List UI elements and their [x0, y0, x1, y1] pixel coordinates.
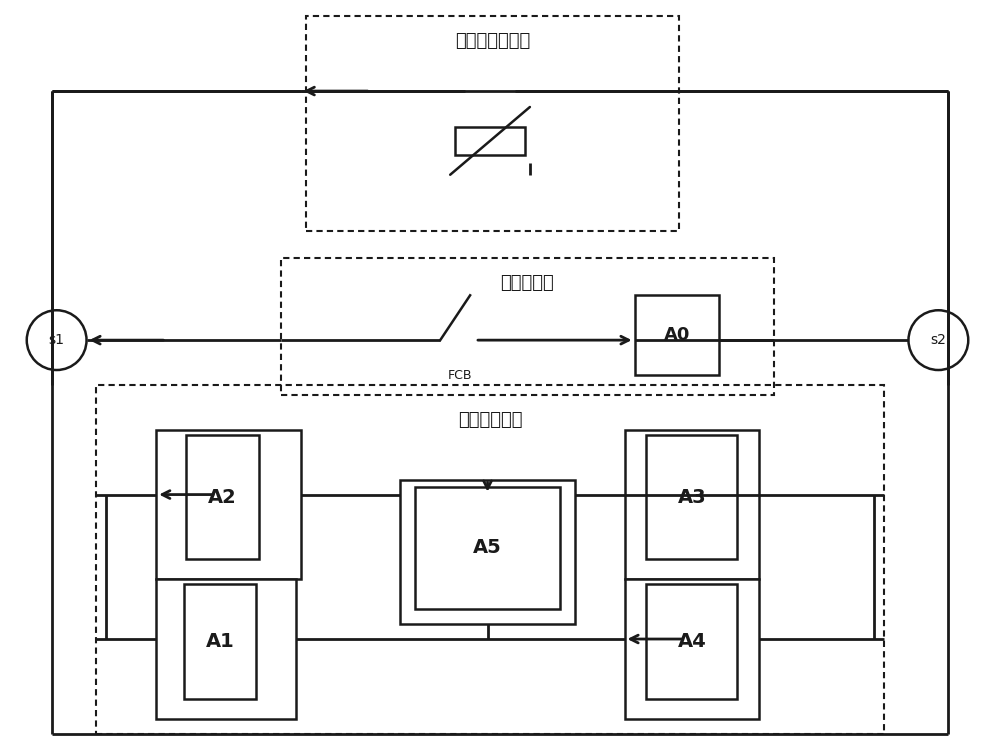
Text: 转移电流电路: 转移电流电路	[458, 411, 522, 429]
Text: A3: A3	[677, 487, 706, 507]
Bar	[186, 434, 259, 559]
Bar	[625, 579, 759, 718]
Bar	[625, 430, 759, 579]
Bar	[156, 579, 296, 718]
Text: A0: A0	[664, 326, 690, 344]
Bar	[306, 17, 679, 230]
Bar	[184, 584, 256, 699]
Text: 主电流电路: 主电流电路	[501, 274, 554, 292]
Bar	[635, 295, 719, 375]
Text: s1: s1	[49, 333, 65, 347]
Bar	[415, 486, 560, 609]
Text: FCB: FCB	[448, 368, 472, 382]
Bar	[96, 385, 884, 733]
Bar	[646, 584, 737, 699]
Text: A5: A5	[473, 538, 502, 557]
Text: A2: A2	[208, 487, 237, 507]
Bar	[400, 480, 575, 624]
Text: s2: s2	[930, 333, 946, 347]
Bar	[281, 258, 774, 395]
Text: A4: A4	[677, 632, 706, 651]
Bar	[156, 430, 301, 579]
Text: 过电压限制电路: 过电压限制电路	[455, 32, 530, 50]
Circle shape	[27, 310, 87, 370]
Circle shape	[908, 310, 968, 370]
Bar	[455, 127, 525, 155]
Bar	[646, 434, 737, 559]
Text: A1: A1	[206, 632, 234, 651]
